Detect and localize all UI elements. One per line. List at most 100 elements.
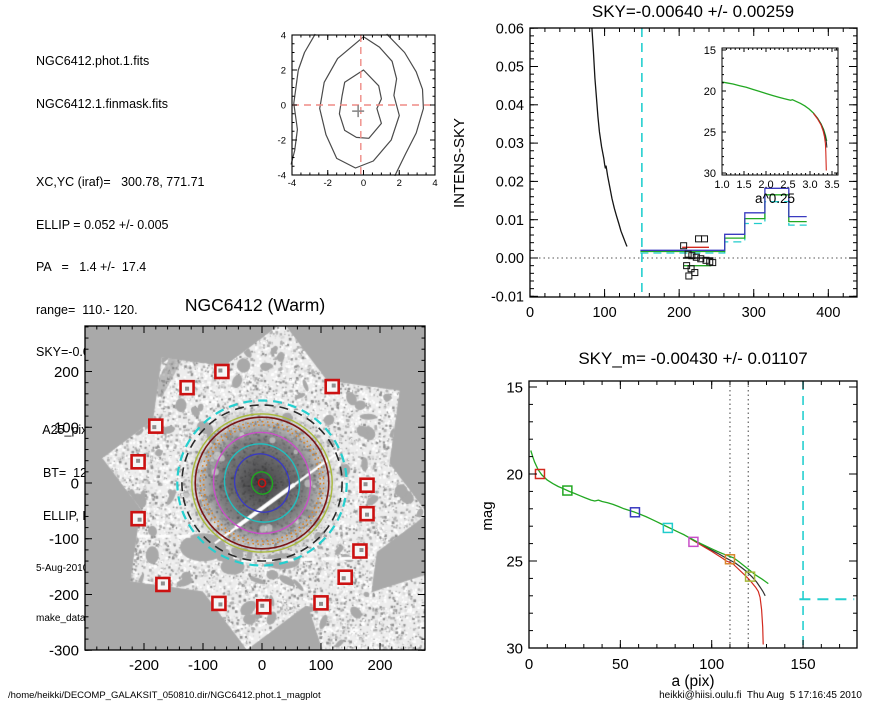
y-tick-label: -4 bbox=[278, 170, 286, 181]
y-tick-label: 0.03 bbox=[496, 136, 524, 152]
mask-star-dot bbox=[359, 548, 364, 553]
x-tick-label: -2 bbox=[324, 178, 332, 189]
y-tick-label: 30 bbox=[506, 640, 523, 657]
plot-frame bbox=[721, 47, 839, 176]
x-tick-label: 2.5 bbox=[780, 179, 795, 191]
mask-star-dot bbox=[152, 425, 157, 430]
x-tick-label: 50 bbox=[612, 656, 629, 673]
isophote-ellipse-5 bbox=[202, 424, 322, 542]
x-tick-label: 3.5 bbox=[824, 179, 839, 191]
isophote-ellipse-2 bbox=[233, 453, 291, 513]
sky-sample-square bbox=[680, 242, 688, 250]
y-tick-label: 30 bbox=[704, 168, 716, 180]
isophote-ellipse-7 bbox=[194, 416, 330, 550]
y-tick-label: -200 bbox=[49, 587, 79, 604]
intens-sky-panel: SKY=-0.00640 +/- 0.00259 INTENS-SKY 0 100 20… bbox=[451, 2, 858, 321]
sky-sample-square bbox=[691, 269, 699, 277]
sky-sample-square bbox=[701, 235, 709, 243]
y-tick-label: 100 bbox=[54, 420, 79, 437]
galaxy-image-overlay: NGC6412 (Warm) -200 -100 0 100 200 200 100 0 -100… bbox=[49, 295, 426, 674]
isophote-ellipse-1 bbox=[250, 471, 274, 495]
inset-green-curve bbox=[721, 81, 828, 142]
x-tick-label: -200 bbox=[129, 657, 159, 674]
plot-title: SKY=-0.00640 +/- 0.00259 bbox=[592, 2, 794, 21]
y-tick-label: 15 bbox=[704, 45, 716, 57]
contour-line-2 bbox=[290, 33, 316, 165]
plot-frame bbox=[529, 27, 858, 298]
mask-star-dot bbox=[218, 368, 223, 373]
mask-star-dot bbox=[136, 458, 141, 463]
y-tick-label: -300 bbox=[49, 643, 79, 660]
inset-x-axis-title: a^0.25 bbox=[755, 191, 795, 206]
x-tick-label: 1.5 bbox=[736, 179, 751, 191]
y-tick-label: 15 bbox=[506, 379, 523, 396]
info-fits-file-2: NGC6412.1.finmask.fits bbox=[36, 97, 168, 112]
mag-curve-black bbox=[689, 537, 766, 597]
galaxy-image-panel: NGC6412 (Warm) -200 -100 0 100 200 200 100 0 -100… bbox=[0, 295, 450, 695]
sky-sample-square bbox=[709, 259, 717, 267]
image-title: NGC6412 (Warm) bbox=[185, 295, 325, 315]
y-tick-label: 200 bbox=[54, 364, 79, 381]
y-tick-label: 0.04 bbox=[496, 98, 524, 114]
x-tick-label: 3.0 bbox=[802, 179, 817, 191]
sky-sample-square bbox=[695, 235, 703, 243]
isophote-ellipse-0 bbox=[257, 478, 267, 488]
y-tick-label: 4 bbox=[281, 30, 286, 41]
x-tick-label: 100 bbox=[699, 656, 724, 673]
x-tick-label: 150 bbox=[791, 656, 816, 673]
info-ellip: ELLIP = 0.052 +/- 0.005 bbox=[36, 217, 169, 232]
info-gap bbox=[36, 140, 296, 147]
x-tick-label: 2.0 bbox=[758, 179, 773, 191]
mask-star-dot bbox=[260, 603, 265, 608]
intensity-profile-curve bbox=[591, 27, 628, 247]
mask-star-dot bbox=[218, 602, 223, 607]
x-tick-label: 1.0 bbox=[714, 179, 729, 191]
x-tick-label: 0 bbox=[361, 178, 366, 189]
sky-step-blue bbox=[640, 187, 807, 251]
isophote-ellipse-3 bbox=[223, 443, 301, 523]
mask-star-dot bbox=[319, 601, 323, 606]
x-tick-label: -4 bbox=[288, 178, 296, 189]
x-tick-label: 0 bbox=[525, 656, 533, 673]
y-tick-label: 2 bbox=[281, 65, 286, 76]
sky-sample-square bbox=[687, 265, 695, 273]
isophote-ellipse-4 bbox=[212, 431, 312, 535]
mask-star-dot bbox=[331, 383, 336, 388]
sky-sample-square bbox=[685, 272, 693, 280]
y-tick-label: 0.02 bbox=[496, 174, 524, 190]
sky-step-cyan bbox=[640, 201, 807, 254]
x-tick-label: 400 bbox=[816, 305, 840, 321]
inset-red-curve bbox=[813, 113, 827, 171]
x-tick-label: 4 bbox=[432, 178, 437, 189]
y-axis-title: INTENS-SKY bbox=[451, 118, 468, 208]
y-tick-label: 25 bbox=[506, 553, 523, 570]
isophote-ellipse-8 bbox=[191, 413, 333, 553]
info-pa: PA = 1.4 +/- 17.4 bbox=[36, 260, 147, 275]
output-file-path: /home/heikki/DECOMP_GALAKSIT_050810.dir/… bbox=[8, 690, 321, 701]
x-tick-label: -100 bbox=[188, 657, 218, 674]
x-axis-title: a (pix) bbox=[671, 673, 714, 690]
mask-star-dot bbox=[160, 581, 165, 586]
y-tick-label: 0.00 bbox=[496, 251, 524, 267]
x-tick-label: 200 bbox=[367, 657, 392, 674]
y-tick-label: -100 bbox=[49, 531, 79, 548]
sky-sample-square bbox=[688, 252, 696, 260]
sky-sample-square bbox=[697, 255, 705, 263]
center-contour-panel: -4 -2 0 2 4 -4 -2 0 2 4 bbox=[278, 30, 438, 189]
y-tick-label: -0.01 bbox=[491, 289, 524, 305]
mask-star-dot bbox=[137, 517, 142, 522]
isophote-marker-square-5 bbox=[724, 554, 736, 565]
sky-sample-square bbox=[702, 256, 710, 264]
contour-line-3 bbox=[386, 33, 424, 177]
isophote-marker-square-6 bbox=[744, 571, 756, 582]
y-tick-label: 20 bbox=[506, 466, 523, 483]
x-tick-label: 200 bbox=[667, 305, 691, 321]
y-tick-label: 0.05 bbox=[496, 60, 524, 76]
isophote-marker-square-3 bbox=[662, 522, 674, 534]
user-timestamp: heikki@hiisi.oulu.fi Thu Aug 5 17:16:45 … bbox=[659, 690, 862, 701]
sky-mag-panel: SKY_m= -0.00430 +/- 0.01107 mag a (pix) 0 50… bbox=[479, 349, 858, 690]
y-tick-label: 0.06 bbox=[496, 21, 524, 37]
isophote-ellipse-9 bbox=[181, 404, 343, 562]
x-tick-label: 300 bbox=[742, 305, 766, 321]
